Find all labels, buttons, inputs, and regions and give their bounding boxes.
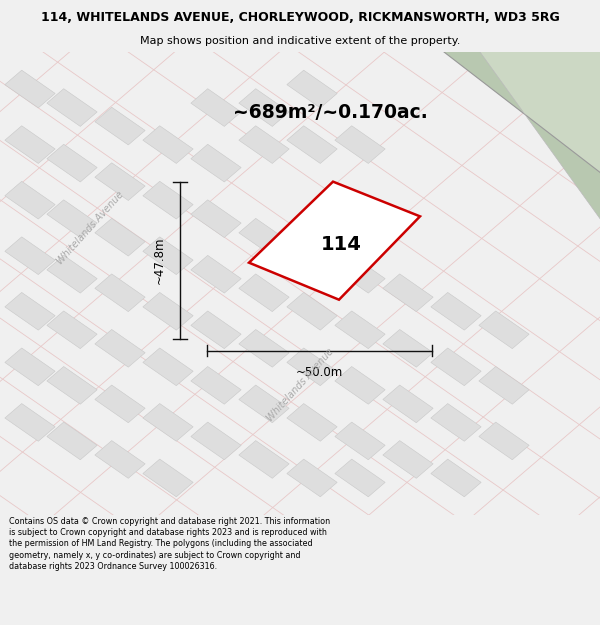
Polygon shape xyxy=(239,274,289,312)
Polygon shape xyxy=(191,144,241,182)
Text: Contains OS data © Crown copyright and database right 2021. This information
is : Contains OS data © Crown copyright and d… xyxy=(9,518,330,571)
Polygon shape xyxy=(191,89,241,126)
Polygon shape xyxy=(383,329,433,367)
Text: Map shows position and indicative extent of the property.: Map shows position and indicative extent… xyxy=(140,36,460,46)
Polygon shape xyxy=(5,237,55,274)
Polygon shape xyxy=(143,237,193,274)
Polygon shape xyxy=(239,441,289,478)
Polygon shape xyxy=(143,348,193,386)
Polygon shape xyxy=(239,218,289,256)
Polygon shape xyxy=(431,459,481,497)
Text: 114: 114 xyxy=(321,235,362,254)
Polygon shape xyxy=(191,256,241,293)
Text: Whitelands Avenue: Whitelands Avenue xyxy=(265,347,335,424)
Polygon shape xyxy=(287,404,337,441)
Polygon shape xyxy=(335,422,385,460)
Polygon shape xyxy=(95,274,145,312)
Polygon shape xyxy=(431,292,481,330)
Polygon shape xyxy=(95,107,145,145)
Polygon shape xyxy=(47,366,97,404)
Polygon shape xyxy=(383,274,433,312)
Polygon shape xyxy=(47,200,97,238)
Polygon shape xyxy=(47,89,97,126)
Polygon shape xyxy=(95,218,145,256)
Polygon shape xyxy=(444,52,600,219)
Polygon shape xyxy=(239,126,289,164)
Polygon shape xyxy=(47,256,97,293)
Polygon shape xyxy=(95,385,145,423)
Polygon shape xyxy=(5,181,55,219)
Polygon shape xyxy=(95,162,145,201)
Polygon shape xyxy=(335,366,385,404)
Polygon shape xyxy=(143,292,193,330)
Text: ~689m²/~0.170ac.: ~689m²/~0.170ac. xyxy=(233,102,427,122)
Polygon shape xyxy=(143,459,193,497)
Polygon shape xyxy=(383,441,433,478)
Polygon shape xyxy=(444,52,600,172)
Polygon shape xyxy=(47,422,97,460)
Polygon shape xyxy=(335,311,385,349)
Polygon shape xyxy=(47,144,97,182)
Polygon shape xyxy=(287,292,337,330)
Polygon shape xyxy=(5,292,55,330)
Polygon shape xyxy=(287,237,337,274)
Polygon shape xyxy=(287,459,337,497)
Polygon shape xyxy=(143,404,193,441)
Polygon shape xyxy=(335,126,385,164)
Polygon shape xyxy=(287,348,337,386)
Polygon shape xyxy=(249,182,420,300)
Polygon shape xyxy=(95,441,145,478)
Polygon shape xyxy=(191,422,241,460)
Polygon shape xyxy=(287,126,337,164)
Polygon shape xyxy=(383,385,433,423)
Polygon shape xyxy=(335,459,385,497)
Text: ~50.0m: ~50.0m xyxy=(296,366,343,379)
Polygon shape xyxy=(47,311,97,349)
Polygon shape xyxy=(431,348,481,386)
Polygon shape xyxy=(191,366,241,404)
Text: ~47.8m: ~47.8m xyxy=(152,237,166,284)
Text: 114, WHITELANDS AVENUE, CHORLEYWOOD, RICKMANSWORTH, WD3 5RG: 114, WHITELANDS AVENUE, CHORLEYWOOD, RIC… xyxy=(41,11,559,24)
Polygon shape xyxy=(5,348,55,386)
Polygon shape xyxy=(479,366,529,404)
Polygon shape xyxy=(191,200,241,238)
Polygon shape xyxy=(143,181,193,219)
Polygon shape xyxy=(431,404,481,441)
Polygon shape xyxy=(239,89,289,126)
Polygon shape xyxy=(239,329,289,367)
Polygon shape xyxy=(239,385,289,423)
Polygon shape xyxy=(143,126,193,164)
Polygon shape xyxy=(479,422,529,460)
Polygon shape xyxy=(5,404,55,441)
Polygon shape xyxy=(335,256,385,293)
Polygon shape xyxy=(287,70,337,108)
Text: Whitelands Avenue: Whitelands Avenue xyxy=(55,189,125,266)
Polygon shape xyxy=(95,329,145,367)
Polygon shape xyxy=(191,311,241,349)
Polygon shape xyxy=(5,70,55,108)
Polygon shape xyxy=(479,311,529,349)
Polygon shape xyxy=(5,126,55,164)
